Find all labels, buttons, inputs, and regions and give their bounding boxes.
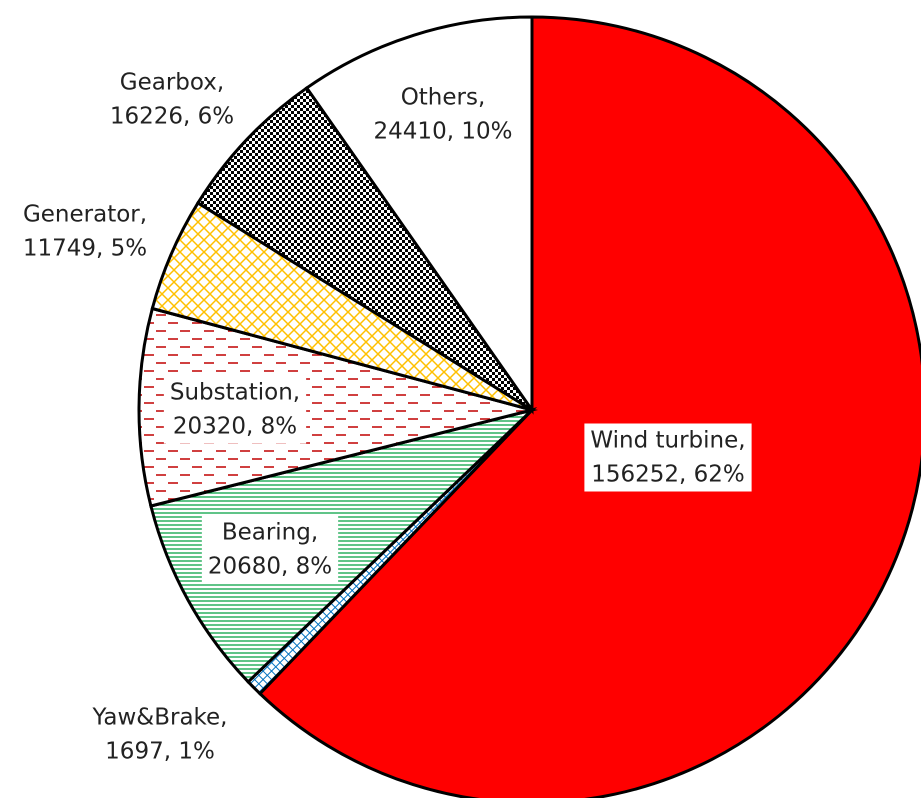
label-background — [201, 515, 339, 584]
data-label: Yaw&Brake, 1697, 1% — [85, 700, 234, 769]
label-value: 16226, 6% — [110, 104, 234, 130]
label-background — [85, 700, 234, 769]
label-background — [367, 80, 519, 149]
label-name: Generator, — [23, 202, 147, 228]
label-value: 20680, 8% — [208, 554, 332, 580]
label-name: Substation, — [170, 380, 300, 406]
label-background — [584, 423, 752, 492]
label-value: 24410, 10% — [374, 119, 513, 145]
data-label: Substation, 20320, 8% — [163, 375, 307, 444]
label-value: 156252, 62% — [591, 462, 745, 488]
label-background — [163, 375, 307, 444]
label-name: Gearbox, — [120, 70, 224, 96]
label-background — [16, 197, 154, 266]
pie-slice — [257, 15, 921, 798]
label-value: 20320, 8% — [173, 414, 297, 440]
label-name: Bearing, — [222, 520, 318, 546]
pie-slice — [149, 407, 538, 684]
data-label: Wind turbine, 156252, 62% — [584, 423, 752, 492]
data-label: Generator, 11749, 5% — [16, 197, 154, 266]
pie-slice — [137, 306, 538, 508]
label-name: Wind turbine, — [590, 428, 745, 454]
data-label: Bearing, 20680, 8% — [201, 515, 339, 584]
pie-slice — [195, 85, 534, 412]
label-value: 1697, 1% — [105, 739, 215, 765]
label-name: Yaw&Brake, — [91, 705, 227, 731]
data-label: Gearbox, 16226, 6% — [103, 65, 241, 134]
label-background — [103, 65, 241, 134]
label-name: Others, — [401, 85, 486, 111]
label-value: 11749, 5% — [23, 236, 147, 262]
data-label: Others, 24410, 10% — [367, 80, 519, 149]
